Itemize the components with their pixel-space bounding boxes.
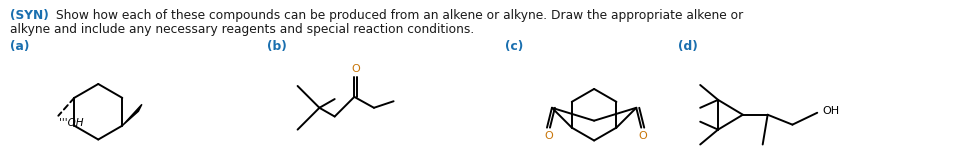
Text: '''OH: '''OH (59, 118, 84, 128)
Text: (b): (b) (267, 40, 286, 53)
Text: (d): (d) (679, 40, 698, 53)
Polygon shape (123, 104, 142, 126)
Text: (a): (a) (10, 40, 29, 53)
Text: OH: OH (822, 106, 840, 116)
Text: Show how each of these compounds can be produced from an alkene or alkyne. Draw : Show how each of these compounds can be … (56, 9, 743, 22)
Text: (c): (c) (505, 40, 523, 53)
Text: (SYN): (SYN) (10, 9, 49, 22)
Text: O: O (352, 64, 360, 74)
Text: O: O (638, 131, 647, 141)
Text: alkyne and include any necessary reagents and special reaction conditions.: alkyne and include any necessary reagent… (10, 23, 474, 36)
Text: O: O (544, 131, 553, 141)
